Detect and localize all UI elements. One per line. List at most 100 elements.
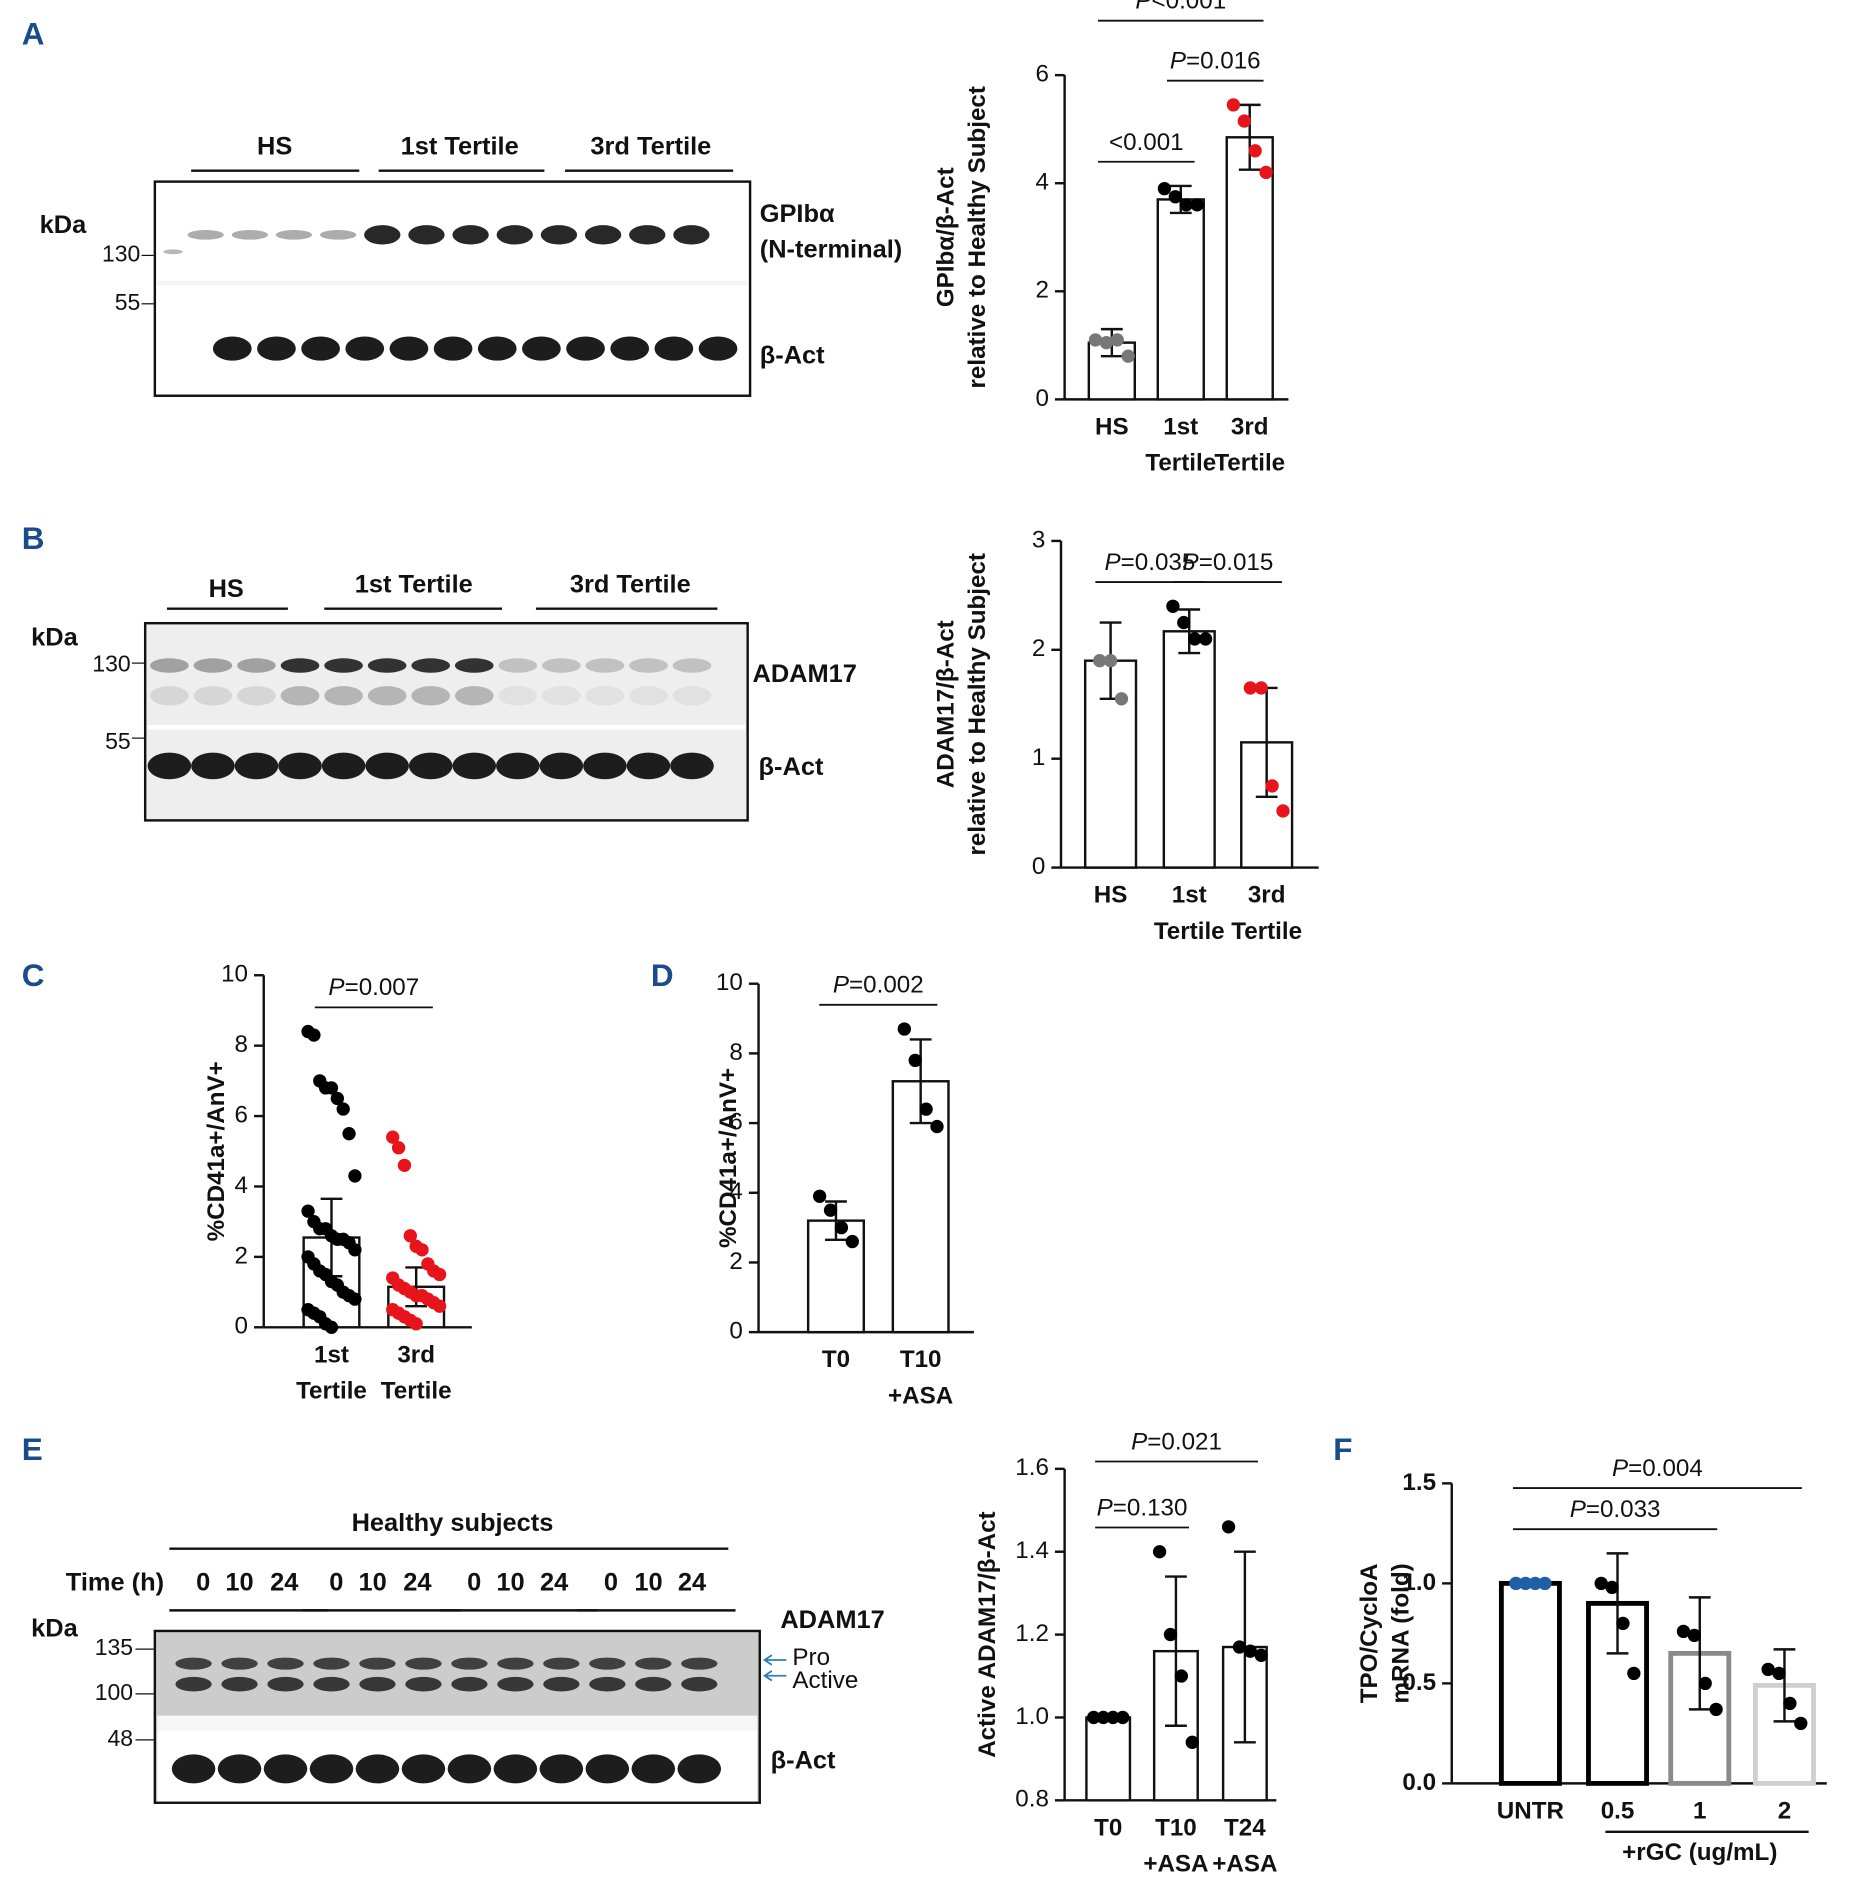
timepoint-label: 0 [329, 1568, 343, 1596]
bar-chart: 0 2 4 6 8 10 %CD41a+/AnV+ T0 T10 +ASA P=0.002 [715, 969, 974, 1410]
band [589, 1657, 626, 1670]
x-tick-label: T10 +ASA [888, 1347, 953, 1410]
data-point [342, 1127, 356, 1141]
x-tick-label: 1st Tertile [1145, 414, 1216, 477]
band [631, 1754, 676, 1784]
data-point [336, 1102, 350, 1116]
y-axis-label: TPO/CycloA [1356, 1563, 1383, 1703]
bar [1156, 198, 1205, 401]
x-tick-label: 1st Tertile [1154, 882, 1225, 945]
band [493, 1754, 538, 1784]
timepoint-label: 0 [196, 1568, 210, 1596]
band [498, 686, 538, 706]
y-tick-label: 0.0 [1402, 1769, 1436, 1796]
data-point [348, 1292, 362, 1306]
band-label: ADAM17 [780, 1606, 884, 1634]
band [589, 1676, 626, 1692]
y-axis-label: relative to Healthy Subject [964, 553, 991, 855]
data-point [930, 1119, 944, 1134]
band [496, 225, 533, 245]
timepoint-groups: 0 10 24 0 10 24 0 10 24 0 10 24 [169, 1568, 736, 1612]
data-point [1276, 804, 1290, 818]
y-axis-label: mRNA (fold) [1388, 1563, 1415, 1703]
data-point [403, 1229, 417, 1243]
band [234, 752, 279, 780]
data-point [1087, 1710, 1101, 1725]
band [543, 1676, 580, 1692]
data-point [1179, 198, 1193, 212]
data-point [1687, 1628, 1701, 1643]
band [610, 336, 650, 361]
y-tick-label: 1.2 [1015, 1620, 1049, 1647]
band [498, 658, 538, 673]
band [681, 1657, 718, 1670]
band [698, 336, 738, 361]
band [566, 336, 605, 361]
bar-chart: 0 1 2 3 ADAM17/β-Act relative to Healthy Subj… [933, 526, 1319, 945]
y-tick-label: 6 [729, 1108, 742, 1135]
data-point [391, 1141, 406, 1155]
y-tick-label: 4 [729, 1178, 742, 1205]
error-bar [1773, 1648, 1796, 1723]
band [212, 336, 252, 361]
p-value: <0.001 [1109, 129, 1184, 156]
group-label: 3rd Tertile [570, 570, 691, 598]
y-tick-label: 10 [221, 961, 248, 988]
data-point [1190, 198, 1204, 212]
band [280, 658, 320, 673]
timepoint-label: 24 [540, 1568, 568, 1596]
data-point [1093, 654, 1107, 668]
data-point [397, 1158, 412, 1173]
y-tick-label: 8 [235, 1031, 248, 1058]
band [540, 225, 578, 245]
x-tick-label: 3rd Tertile [381, 1342, 452, 1405]
band [629, 658, 668, 673]
y-axis-label: %CD41a+/AnV+ [715, 1068, 742, 1248]
y-tick-label: 0.8 [1015, 1786, 1049, 1813]
band [221, 1657, 258, 1670]
band [359, 1657, 396, 1670]
data-point [1152, 1545, 1167, 1559]
blot-frame [153, 180, 752, 397]
marker-label: 48 [108, 1725, 134, 1751]
x-tick-label: T24 +ASA [1212, 1815, 1277, 1878]
bar-chart: 0 2 4 6 GPIbα/β-Act relative to Healthy Subje… [933, 0, 1289, 477]
y-tick-label: 1.0 [1402, 1569, 1436, 1596]
band [319, 230, 357, 240]
timepoint-label: 10 [634, 1568, 662, 1596]
band [477, 336, 517, 361]
data-point [386, 1130, 400, 1144]
y-tick-label: 0 [1035, 385, 1048, 412]
data-point [1605, 1580, 1619, 1595]
band [187, 230, 224, 240]
data-point [1198, 632, 1213, 646]
band [193, 686, 233, 706]
panel-letter: B [22, 521, 45, 556]
band [677, 1754, 722, 1784]
data-point [1594, 1576, 1608, 1591]
x-tick-label: T0 [1094, 1815, 1122, 1842]
band [364, 225, 401, 245]
group-label: HS [209, 575, 244, 603]
x-tick-label: 1st Tertile [296, 1342, 367, 1405]
data-point [812, 1189, 827, 1203]
x-tick-label: 2 [1778, 1798, 1791, 1825]
data-point [1099, 335, 1114, 350]
p-value: P<0.001 [1135, 0, 1226, 15]
band [150, 658, 189, 673]
p-value: P=0.016 [1170, 48, 1261, 75]
data-point [1243, 1644, 1257, 1658]
y-tick-label: 8 [729, 1039, 742, 1066]
p-value: P=0.002 [833, 972, 924, 999]
data-point [1518, 1576, 1533, 1591]
band [447, 1754, 492, 1784]
group-label: HS [257, 132, 292, 160]
band [231, 230, 268, 240]
error-bar [1165, 1575, 1187, 1727]
band [585, 658, 625, 673]
band [539, 1754, 584, 1784]
blot-title: Healthy subjects [352, 1509, 554, 1537]
band [221, 1676, 258, 1692]
blot-divider [157, 280, 748, 286]
